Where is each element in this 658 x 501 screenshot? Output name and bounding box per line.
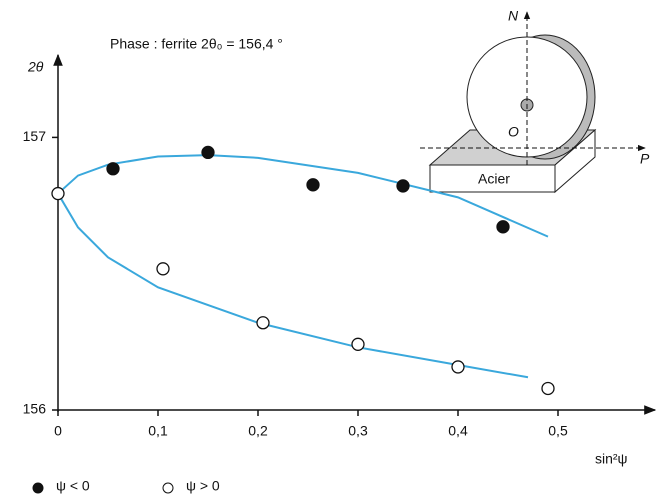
inset-diagram: N O P Acier <box>420 8 650 194</box>
data-point <box>201 145 215 160</box>
legend-label: ψ > 0 <box>186 478 220 494</box>
x-axis-label: sin²ψ <box>595 451 628 467</box>
label-n: N <box>508 8 519 24</box>
data-point <box>351 337 365 351</box>
x-tick-label: 0,2 <box>248 423 268 439</box>
x-tick-label: 0,1 <box>148 423 168 439</box>
block-label: Acier <box>478 171 510 187</box>
y-axis-label: 2θ <box>27 59 44 75</box>
y-tick-label: 156 <box>23 401 47 417</box>
label-o: O <box>508 124 519 140</box>
chart-title: Phase : ferrite 2θ₀ = 156,4 ° <box>110 36 283 52</box>
data-point <box>396 179 410 193</box>
data-point <box>496 220 510 234</box>
block-side <box>554 128 596 194</box>
data-point <box>451 360 465 374</box>
data-point <box>51 186 65 201</box>
x-tick-label: 0 <box>54 423 62 439</box>
y-tick-label: 157 <box>23 128 47 144</box>
fit-curve <box>57 193 529 379</box>
legend-label: ψ < 0 <box>56 478 90 494</box>
data-point <box>306 178 320 192</box>
label-p: P <box>640 151 650 167</box>
data-point <box>541 381 555 396</box>
data-point <box>106 162 120 176</box>
legend-marker <box>162 482 174 494</box>
x-tick-label: 0,5 <box>548 423 568 439</box>
x-tick-label: 0,3 <box>348 423 368 439</box>
legend-marker <box>32 482 44 494</box>
data-point <box>156 262 170 276</box>
x-tick-label: 0,4 <box>448 423 468 439</box>
data-point <box>256 316 270 330</box>
